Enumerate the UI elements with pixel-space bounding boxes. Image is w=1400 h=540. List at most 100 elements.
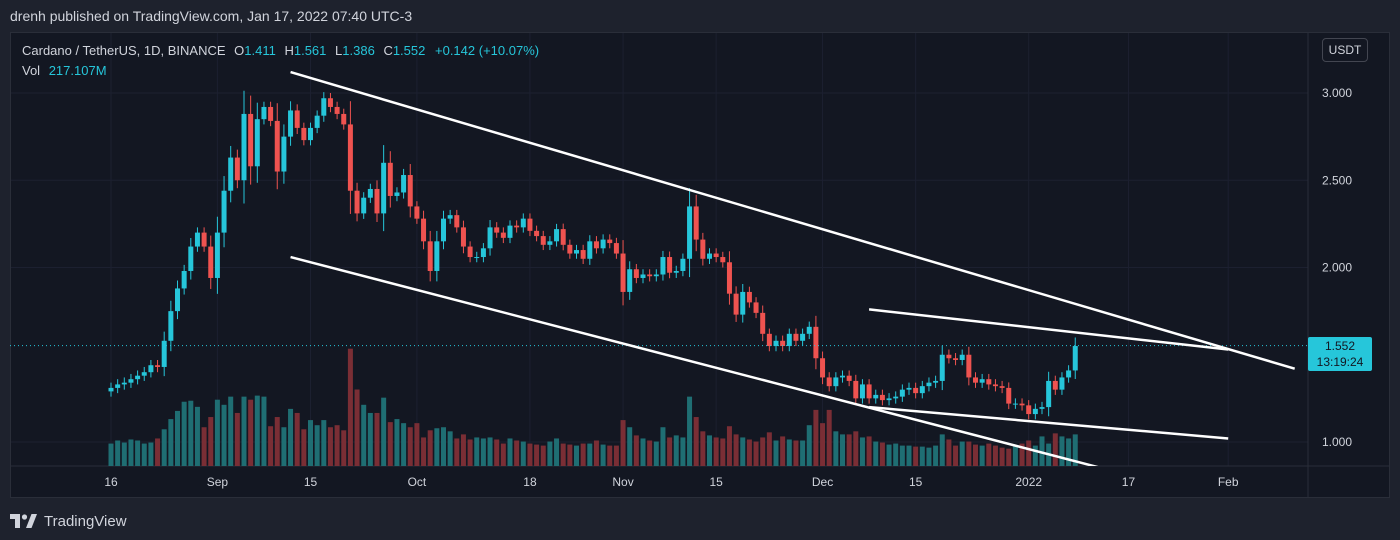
candle-body bbox=[919, 386, 925, 394]
symbol-title[interactable]: Cardano / TetherUS, 1D, BINANCE bbox=[22, 43, 226, 58]
volume-bar bbox=[1012, 445, 1018, 466]
candle-body bbox=[707, 253, 712, 259]
candle-body bbox=[234, 157, 240, 181]
volume-bar bbox=[361, 404, 367, 466]
volume-bar bbox=[161, 429, 167, 466]
tradingview-logo-icon[interactable] bbox=[10, 513, 38, 529]
volume-bar bbox=[633, 435, 639, 466]
candle-body bbox=[214, 232, 220, 278]
volume-bar bbox=[926, 447, 932, 466]
volume-bar bbox=[141, 443, 147, 466]
candle-body bbox=[627, 269, 633, 292]
candle-body bbox=[640, 274, 646, 278]
candle-body bbox=[1032, 408, 1038, 415]
volume-bar bbox=[514, 440, 520, 466]
candle-body bbox=[135, 375, 141, 380]
volume-bar bbox=[421, 437, 427, 466]
volume-bar bbox=[221, 404, 227, 466]
candle-body bbox=[467, 246, 473, 258]
candle-body bbox=[760, 312, 766, 334]
candle-body bbox=[188, 246, 194, 271]
y-tick-label: 1.000 bbox=[1322, 435, 1352, 449]
candle-body bbox=[1039, 407, 1045, 409]
candle-body bbox=[726, 262, 732, 294]
volume-bar bbox=[520, 441, 526, 466]
trendline bbox=[290, 70, 1296, 370]
candle-body bbox=[593, 241, 599, 249]
volume-bar bbox=[407, 427, 413, 466]
volume-bar bbox=[248, 399, 254, 466]
volume-bar bbox=[973, 444, 978, 466]
candle-body bbox=[946, 354, 952, 359]
tradingview-brand[interactable]: TradingView bbox=[44, 512, 127, 530]
candle-body bbox=[401, 175, 407, 193]
volume-bar bbox=[680, 437, 686, 466]
candlestick-chart[interactable]: 1.000 2.000 2.500 3.000 16 Sep 15 Oct 18 Nov 15 Dec… bbox=[0, 0, 1400, 500]
candle-body bbox=[879, 394, 885, 401]
candle-body bbox=[268, 106, 274, 121]
last-price-value: 1.552 bbox=[1324, 339, 1356, 353]
volume-bar bbox=[1026, 440, 1032, 466]
volume-bar bbox=[946, 439, 952, 466]
candle-body bbox=[973, 377, 978, 383]
candle-body bbox=[341, 113, 347, 125]
candle-body bbox=[161, 340, 167, 367]
volume-bar bbox=[175, 410, 180, 466]
candle-body bbox=[128, 379, 134, 383]
currency-button[interactable]: USDT bbox=[1322, 38, 1368, 62]
candle-body bbox=[866, 384, 872, 399]
candle-body bbox=[434, 241, 440, 271]
candle-body bbox=[1072, 346, 1078, 371]
footer: TradingView bbox=[10, 511, 127, 531]
candle-body bbox=[381, 162, 387, 214]
candle-body bbox=[354, 190, 360, 214]
candle-body bbox=[274, 120, 280, 172]
candle-body bbox=[873, 394, 879, 399]
volume-bar bbox=[441, 427, 446, 466]
volume-bar bbox=[567, 444, 573, 466]
volume-bar bbox=[367, 412, 373, 466]
volume-bar bbox=[933, 445, 939, 466]
x-tick-label: 18 bbox=[523, 475, 537, 489]
candle-body bbox=[347, 124, 353, 191]
candle-body bbox=[474, 257, 480, 259]
x-tick-label: Feb bbox=[1218, 475, 1239, 489]
candle-body bbox=[527, 218, 533, 231]
candle-body bbox=[899, 389, 905, 397]
candle-body bbox=[813, 326, 819, 359]
volume-bar bbox=[181, 401, 187, 466]
change-value: +0.142 (+10.07%) bbox=[435, 43, 540, 58]
volume-bar bbox=[474, 437, 480, 466]
volume-bar bbox=[966, 441, 972, 466]
volume-bar bbox=[886, 444, 892, 466]
volume-bar bbox=[155, 438, 161, 466]
volume-label[interactable]: Vol bbox=[22, 63, 41, 78]
volume-bar bbox=[859, 437, 865, 466]
volume-bar bbox=[574, 445, 579, 466]
volume-bar bbox=[620, 420, 626, 466]
candle-body bbox=[387, 162, 393, 196]
volume-bar bbox=[354, 389, 360, 466]
volume-bar bbox=[992, 445, 998, 466]
volume-bar bbox=[613, 445, 619, 466]
volume-bar bbox=[1072, 434, 1078, 466]
volume-bar bbox=[201, 427, 207, 466]
volume-bar bbox=[806, 425, 812, 466]
volume-bar bbox=[879, 442, 885, 466]
candle-body bbox=[181, 270, 187, 289]
volume-bar bbox=[593, 440, 599, 466]
candle-body bbox=[1019, 403, 1025, 406]
volume-bar bbox=[494, 439, 500, 466]
candle-body bbox=[201, 232, 207, 247]
last-price-tag: 1.552 13:19:24 bbox=[1308, 337, 1372, 371]
x-tick-label: Sep bbox=[207, 475, 229, 489]
x-tick-label: 15 bbox=[304, 475, 318, 489]
volume-bar bbox=[554, 438, 560, 466]
candle-body bbox=[554, 229, 560, 242]
candle-body bbox=[460, 227, 466, 247]
candle-body bbox=[547, 241, 553, 245]
volume-bar bbox=[188, 400, 194, 466]
volume-bar bbox=[640, 438, 646, 466]
volume-bar bbox=[1039, 436, 1045, 466]
candle-body bbox=[301, 127, 307, 141]
